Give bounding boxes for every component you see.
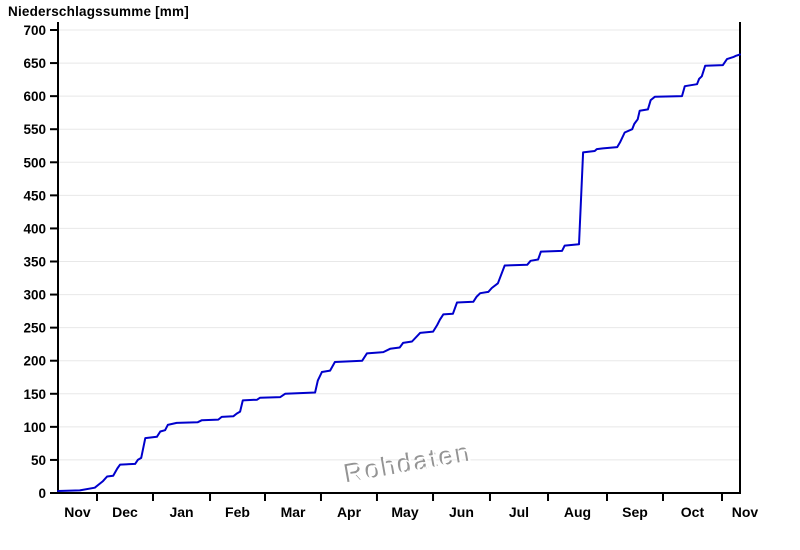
axes	[57, 22, 741, 494]
month-label-jun-7: Jun	[449, 504, 474, 520]
month-label-dec-1: Dec	[112, 504, 138, 520]
watermark-group: Rohdaten Rohdaten	[341, 436, 475, 490]
month-label-mar-4: Mar	[281, 504, 306, 520]
gridlines	[58, 29, 740, 461]
y-tick-label-150: 150	[23, 387, 46, 402]
y-tick-label-100: 100	[23, 420, 46, 435]
month-label-sep-10: Sep	[622, 504, 648, 520]
y-tick-label-50: 50	[31, 453, 46, 468]
month-label-oct-11: Oct	[681, 504, 705, 520]
y-tick-label-450: 450	[23, 188, 46, 203]
y-tick-label-400: 400	[23, 221, 46, 236]
y-axis-ticks	[50, 29, 58, 494]
y-tick-label-250: 250	[23, 321, 46, 336]
y-tick-label-0: 0	[38, 486, 46, 501]
y-tick-label-700: 700	[23, 23, 46, 38]
cumulative-precipitation-line	[57, 53, 741, 492]
y-tick-label-300: 300	[23, 288, 46, 303]
y-tick-label-500: 500	[23, 155, 46, 170]
chart-title: Niederschlagssumme [mm]	[8, 4, 189, 19]
x-axis-ticks	[96, 493, 723, 501]
month-label-apr-5: Apr	[337, 504, 362, 520]
y-tick-label-350: 350	[23, 255, 46, 270]
month-label-aug-9: Aug	[564, 504, 591, 520]
month-label-jan-2: Jan	[169, 504, 193, 520]
y-tick-label-550: 550	[23, 122, 46, 137]
month-label-may-6: May	[391, 504, 418, 520]
month-label-feb-3: Feb	[225, 504, 250, 520]
month-label-nov-12: Nov	[732, 504, 759, 520]
month-label-jul-8: Jul	[509, 504, 529, 520]
month-label-nov-0: Nov	[64, 504, 91, 520]
y-tick-label-650: 650	[23, 56, 46, 71]
y-tick-label-200: 200	[23, 354, 46, 369]
x-axis-month-labels: Nov Dec Jan Feb Mar Apr May Jun Jul Aug Sep Oct Nov	[64, 504, 758, 520]
y-tick-label-600: 600	[23, 89, 46, 104]
y-axis-tick-labels: 0 50 100 150 200 250 300 350 400 450 500 550 600 650 7…	[23, 23, 46, 501]
